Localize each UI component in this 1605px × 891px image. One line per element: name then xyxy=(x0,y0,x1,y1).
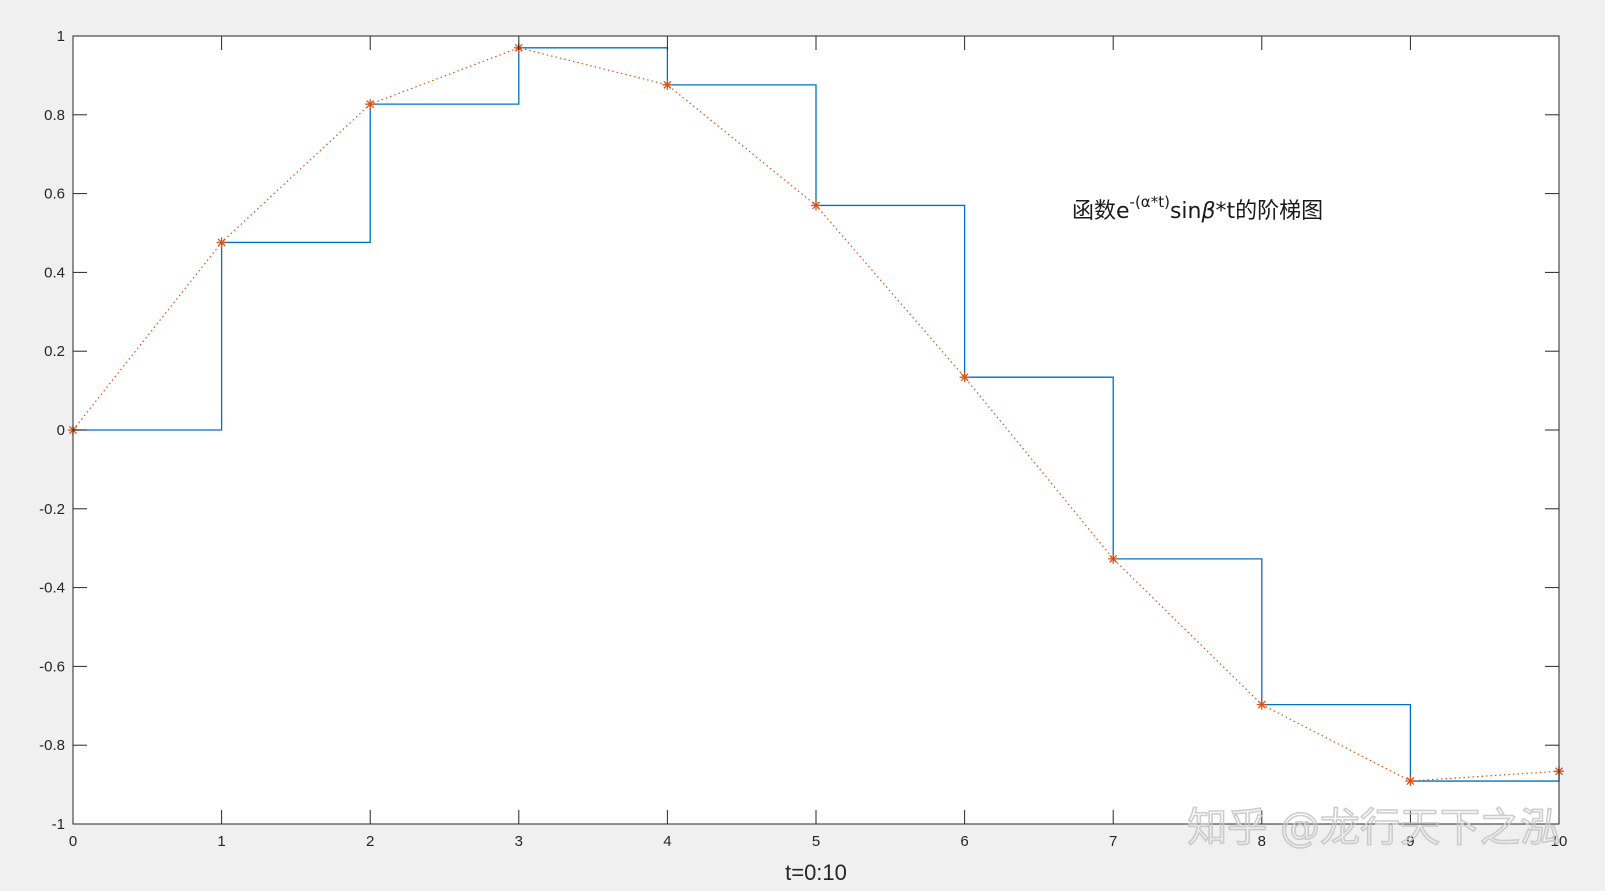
star-marker xyxy=(1405,776,1416,787)
star-marker xyxy=(1108,553,1119,564)
axes-box xyxy=(72,35,1560,825)
y-tick-label: 0.8 xyxy=(44,107,65,124)
x-tick-label: 2 xyxy=(366,833,374,850)
watermark: 知乎 @龙行天下之泓 xyxy=(1187,805,1560,851)
y-tick-label: 0.4 xyxy=(44,264,65,281)
star-marker xyxy=(811,200,821,211)
x-axis-ticks: 0 1 2 3 4 5 6 7 8 9 10 xyxy=(69,36,1568,850)
star-marker xyxy=(365,99,376,110)
plot-annotation: 函数e-(α*t)sinβ*t的阶梯图 xyxy=(1072,193,1323,224)
y-tick-label: -0.6 xyxy=(39,658,65,675)
x-tick-label: 1 xyxy=(217,833,225,850)
annotation-beta: β xyxy=(1200,199,1215,224)
axes: 0 1 2 3 4 5 6 7 8 9 10 -1 -0.8 -0.6 -0.4 -0.2 0 0.2 0.4 0.… xyxy=(39,28,1567,850)
star-marker xyxy=(216,237,227,248)
annotation-superscript: -(α*t) xyxy=(1130,193,1170,211)
x-tick-label: 8 xyxy=(1258,833,1266,850)
annotation-prefix: 函数e xyxy=(1072,199,1130,224)
x-tick-label: 7 xyxy=(1109,833,1117,850)
x-tick-label: 4 xyxy=(663,833,671,850)
x-tick-label: 6 xyxy=(960,833,968,850)
x-tick-label: 3 xyxy=(515,833,523,850)
x-tick-label: 0 xyxy=(69,833,77,850)
y-tick-label: -0.8 xyxy=(39,737,65,754)
x-tick-label: 5 xyxy=(812,833,820,850)
y-axis-ticks: -1 -0.8 -0.6 -0.4 -0.2 0 0.2 0.4 0.6 0.8 1 xyxy=(39,28,1559,833)
x-tick-label: 10 xyxy=(1551,833,1568,850)
y-tick-label: -0.4 xyxy=(39,580,65,597)
annotation-sin: sin xyxy=(1170,199,1202,224)
x-axis-label: t=0:10 xyxy=(785,860,847,885)
star-marker xyxy=(662,79,673,90)
y-tick-label: 1 xyxy=(57,28,65,45)
y-tick-label: -0.2 xyxy=(39,501,65,518)
x-tick-label: 9 xyxy=(1406,833,1414,850)
star-marker xyxy=(959,372,970,383)
star-marker xyxy=(1256,699,1267,710)
y-tick-label: 0 xyxy=(57,422,65,439)
annotation-suffix: *t的阶梯图 xyxy=(1216,199,1324,224)
y-tick-label: 0.6 xyxy=(44,186,65,203)
y-tick-label: 0.2 xyxy=(44,343,65,360)
y-tick-label: -1 xyxy=(52,816,65,833)
